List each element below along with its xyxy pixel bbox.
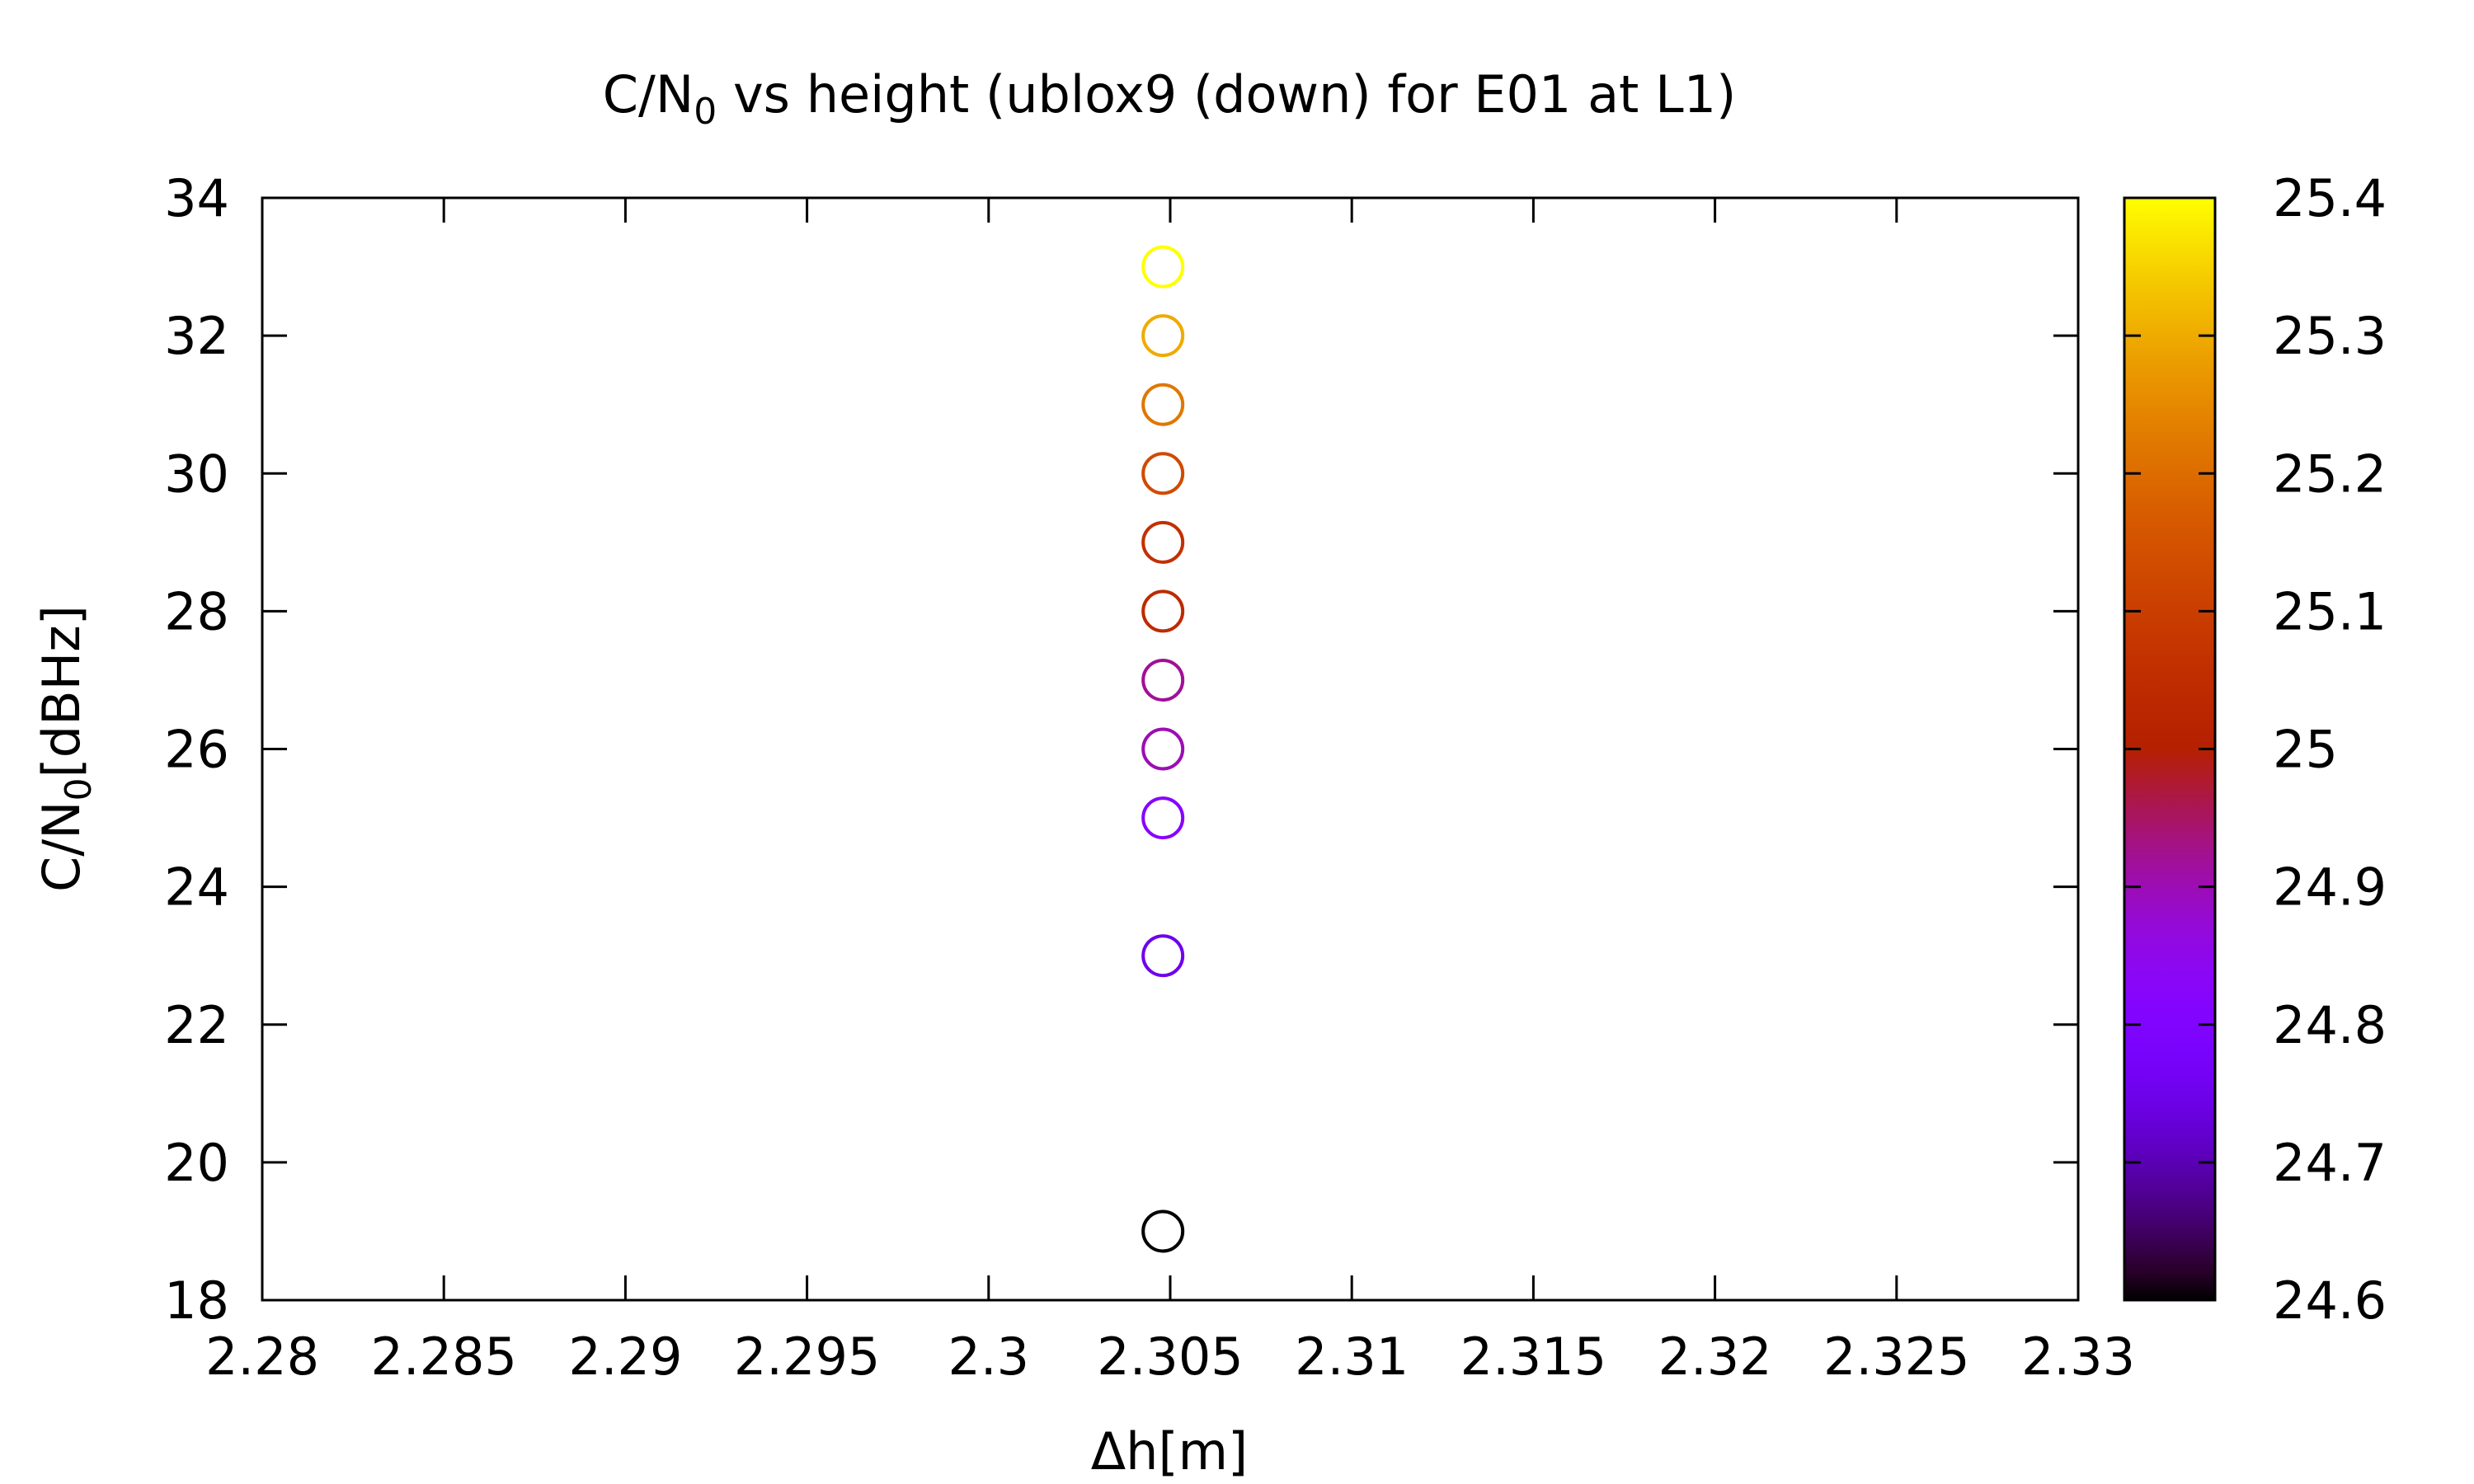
chart-title-main: C/N (603, 64, 694, 124)
data-point (1141, 796, 1185, 840)
colorbar-tick-label: 25 (2273, 720, 2338, 780)
y-tick-label: 30 (164, 444, 229, 504)
x-tick-label: 2.3 (948, 1327, 1029, 1387)
y-axis-label-main: C/N (31, 801, 92, 892)
data-point (1141, 314, 1185, 358)
y-tick-label: 24 (164, 857, 229, 918)
data-point (1141, 1209, 1185, 1253)
data-point (1141, 520, 1185, 564)
colorbar-axis: 24.6 24.7 24.8 24.9 25 25.1 25.2 25.3 25.4 (2124, 168, 2387, 1331)
x-axis: 2.28 2.285 2.29 2.295 2.3 2.305 2.31 2.315 2.32 2… (205, 198, 2135, 1387)
y-axis-label-rest: [dBHz] (31, 605, 92, 777)
chart-title-subscript: 0 (694, 91, 717, 133)
x-tick-label: 2.29 (568, 1327, 682, 1387)
y-tick-label: 26 (164, 720, 229, 780)
x-tick-label: 2.28 (205, 1327, 319, 1387)
y-tick-label: 20 (164, 1133, 229, 1193)
colorbar-tick-label: 24.9 (2273, 857, 2387, 918)
x-tick-label: 2.33 (2021, 1327, 2135, 1387)
y-tick-label: 32 (164, 306, 229, 366)
x-tick-label: 2.31 (1295, 1327, 1409, 1387)
x-tick-label: 2.295 (734, 1327, 881, 1387)
data-point (1141, 452, 1185, 495)
y-axis: 18 20 22 24 26 28 30 32 34 (164, 168, 2078, 1331)
y-axis-label-subscript: 0 (58, 777, 100, 801)
plot-frame (261, 196, 2080, 1302)
data-point (1141, 658, 1185, 702)
x-tick-label: 2.315 (1460, 1327, 1607, 1387)
colorbar-tick-label: 25.1 (2273, 581, 2387, 641)
chart-title: C/N0 vs height (ublox9 (down) for E01 at… (603, 64, 1737, 133)
data-point (1141, 245, 1185, 289)
x-tick-label: 2.325 (1823, 1327, 1970, 1387)
data-point (1141, 383, 1185, 426)
x-tick-label: 2.305 (1097, 1327, 1244, 1387)
colorbar-tick-label: 24.7 (2273, 1133, 2387, 1193)
data-point (1141, 934, 1185, 978)
y-tick-label: 28 (164, 581, 229, 641)
x-tick-label: 2.32 (1658, 1327, 1772, 1387)
y-tick-label: 18 (164, 1270, 229, 1331)
chart-title-rest: vs height (ublox9 (down) for E01 at L1) (717, 64, 1736, 124)
y-tick-label: 34 (164, 168, 229, 228)
colorbar-tick-label: 24.6 (2273, 1270, 2387, 1331)
colorbar-tick-label: 25.2 (2273, 444, 2387, 504)
y-axis-label: C/N0[dBHz] (31, 605, 100, 892)
data-point (1141, 589, 1185, 633)
data-points (1141, 245, 1185, 1253)
x-tick-label: 2.285 (370, 1327, 517, 1387)
colorbar-tick-label: 25.3 (2273, 306, 2387, 366)
data-point (1141, 727, 1185, 771)
y-tick-label: 22 (164, 995, 229, 1055)
colorbar-tick-label: 25.4 (2273, 168, 2387, 228)
x-axis-label: Δh[m] (1091, 1421, 1248, 1482)
colorbar-tick-label: 24.8 (2273, 995, 2387, 1055)
